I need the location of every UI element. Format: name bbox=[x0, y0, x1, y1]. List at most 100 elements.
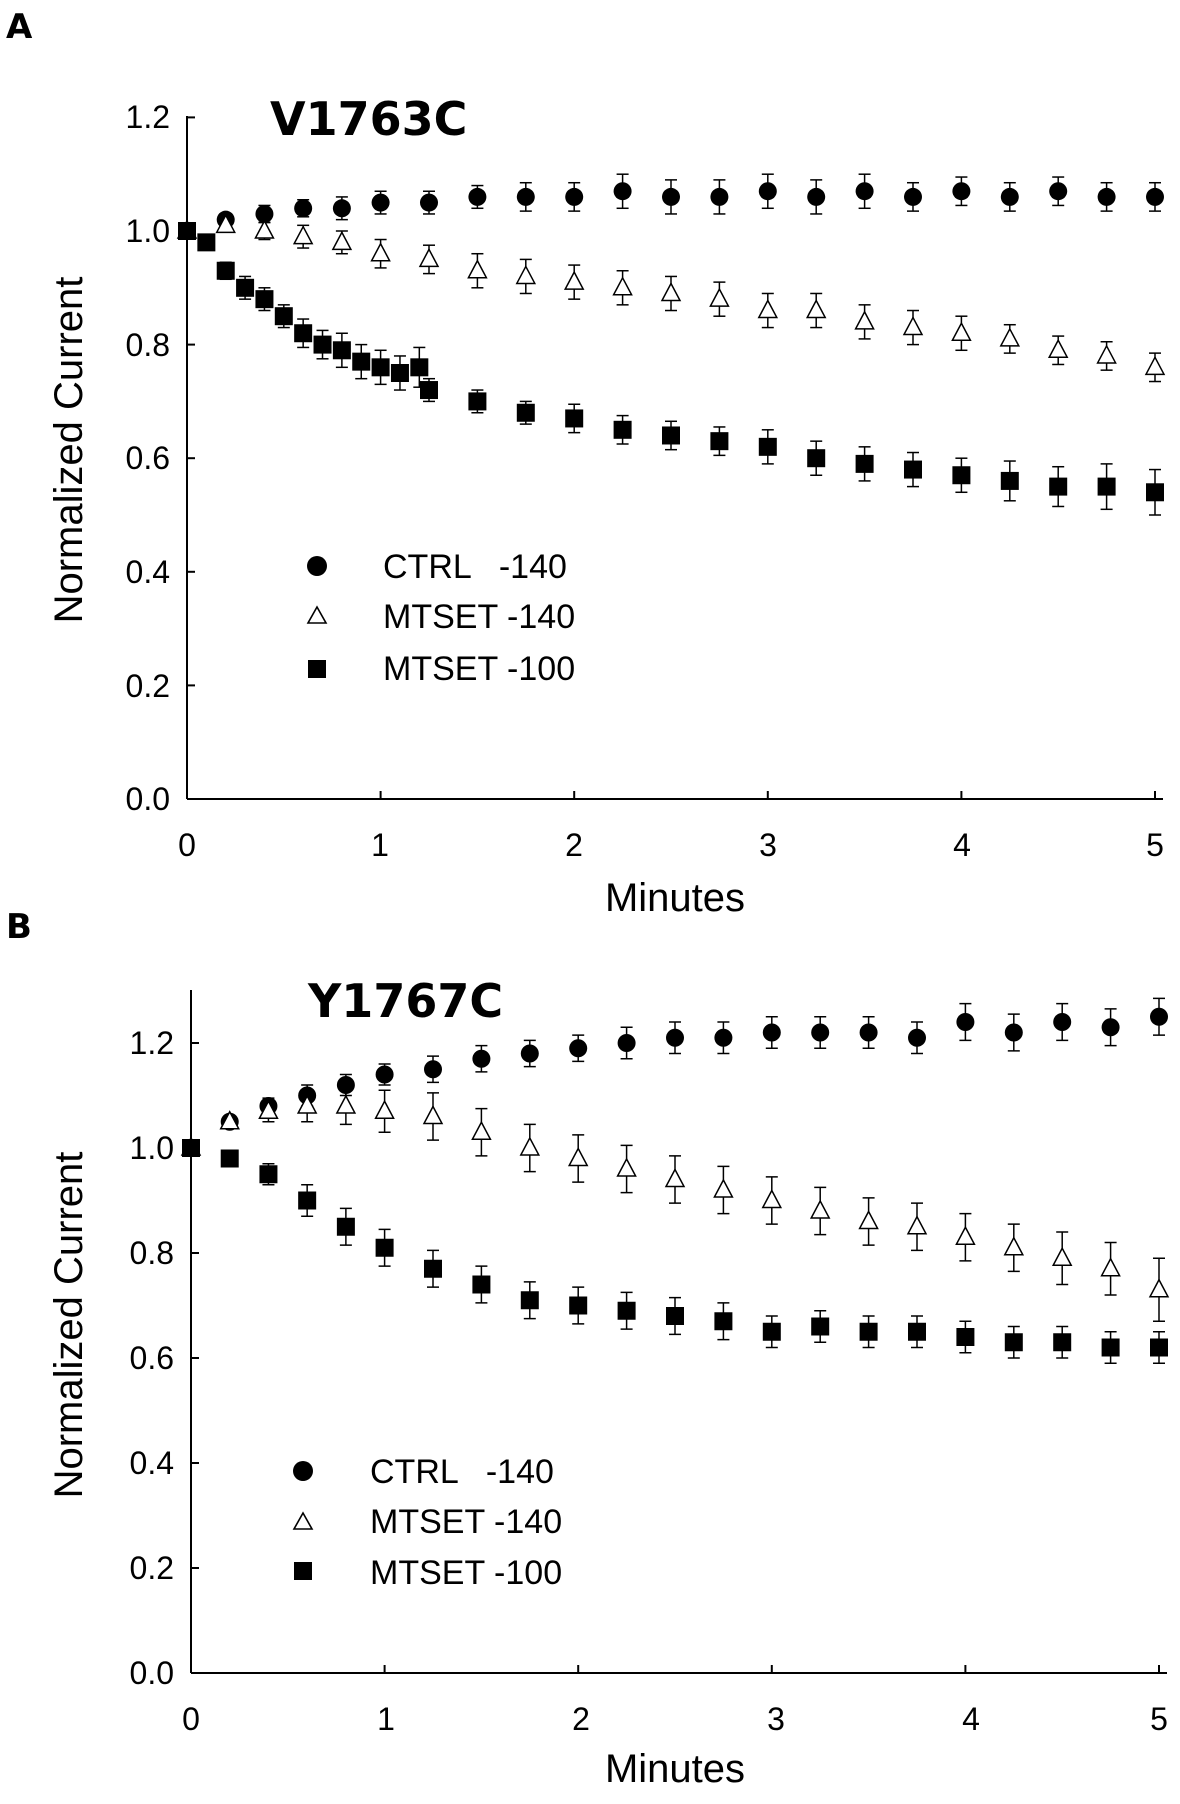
panel-b-ticks bbox=[190, 1042, 1160, 1674]
square-series-point bbox=[182, 1139, 200, 1157]
triangle-series-point bbox=[215, 213, 236, 234]
square-series-point bbox=[1146, 483, 1164, 502]
triangle-series-point bbox=[1100, 1257, 1121, 1277]
square-series-point bbox=[352, 352, 371, 371]
circle-series-point bbox=[662, 187, 680, 206]
panel-a-ytick-label: 1.0 bbox=[126, 213, 170, 249]
legend-circle-marker bbox=[307, 556, 327, 576]
triangle-series-point bbox=[335, 1094, 357, 1114]
panel-a-title: V1763C bbox=[270, 92, 467, 146]
circle-series-point bbox=[420, 193, 438, 212]
square-series-point bbox=[904, 460, 922, 479]
square-series-point bbox=[375, 1238, 394, 1257]
square-series-point bbox=[178, 222, 196, 240]
triangle-series-point bbox=[616, 1157, 637, 1177]
circle-series-point bbox=[956, 1013, 975, 1031]
triangle-series-point bbox=[902, 315, 924, 336]
triangle-series-point bbox=[254, 219, 275, 239]
panel-b: B Y1767C Normalized Current Minutes 0.0 … bbox=[6, 907, 1170, 1791]
panel-b-xtick-label: 3 bbox=[767, 1701, 785, 1737]
square-series-point bbox=[420, 381, 438, 400]
square-series-point bbox=[259, 1165, 278, 1184]
triangle-series-point bbox=[999, 327, 1021, 347]
triangle-series-point bbox=[955, 1225, 976, 1245]
panel-b-legend: CTRL -140 MTSET -140 MTSET -100 bbox=[292, 1453, 562, 1592]
panel-a: A V1763C Normalized Current Minutes 0.0 … bbox=[6, 7, 1166, 920]
square-series-point bbox=[569, 1296, 588, 1315]
square-series-point bbox=[956, 1328, 975, 1346]
square-series-point bbox=[274, 307, 293, 326]
square-series-point bbox=[714, 1312, 733, 1331]
panel-b-y-axis-title: Normalized Current bbox=[47, 1152, 91, 1499]
circle-series-point bbox=[1000, 187, 1019, 206]
circle-series-point bbox=[904, 187, 922, 206]
legend-square-marker bbox=[308, 660, 326, 678]
circle-series-point bbox=[1097, 187, 1116, 206]
square-series-point bbox=[255, 290, 274, 309]
square-series-point bbox=[294, 324, 313, 343]
legend-label: CTRL -140 bbox=[383, 548, 567, 586]
triangle-series-point bbox=[258, 1099, 279, 1119]
triangle-series-point bbox=[761, 1188, 783, 1209]
triangle-series-point bbox=[713, 1178, 734, 1198]
circle-series-point bbox=[1101, 1018, 1120, 1037]
triangle-series-point bbox=[858, 1209, 879, 1230]
square-series-point bbox=[908, 1322, 926, 1341]
triangle-series-point bbox=[951, 321, 972, 341]
circle-series-point bbox=[908, 1028, 926, 1047]
triangle-series-point bbox=[1047, 338, 1069, 359]
circle-series-point bbox=[255, 204, 274, 223]
panel-a-xtick-label: 4 bbox=[953, 827, 971, 863]
panel-b-ytick-label: 0.2 bbox=[130, 1550, 174, 1586]
circle-series-point bbox=[710, 187, 729, 206]
square-series-point bbox=[617, 1301, 636, 1320]
square-series-point bbox=[1101, 1338, 1120, 1357]
triangle-series-point bbox=[1148, 1278, 1170, 1298]
triangle-series-point bbox=[331, 230, 353, 251]
circle-series-point bbox=[520, 1044, 539, 1063]
panel-b-data bbox=[180, 997, 1170, 1364]
triangle-series-point bbox=[374, 1099, 395, 1119]
triangle-series-point bbox=[471, 1120, 492, 1140]
square-series-point bbox=[1049, 477, 1068, 496]
triangle-series-point bbox=[1096, 344, 1117, 364]
triangle-series-point bbox=[709, 287, 730, 307]
square-series-point bbox=[216, 261, 235, 280]
panel-b-ytick-label: 0.4 bbox=[130, 1445, 174, 1481]
panel-a-xtick-label: 5 bbox=[1146, 827, 1164, 863]
circle-series-point bbox=[375, 1065, 394, 1084]
square-series-point bbox=[390, 364, 409, 382]
triangle-series-point bbox=[418, 247, 440, 268]
panel-b-ytick-label: 1.2 bbox=[130, 1025, 174, 1061]
triangle-series-point bbox=[219, 1110, 240, 1130]
circle-series-point bbox=[617, 1034, 636, 1052]
square-series-point bbox=[371, 358, 390, 377]
circle-series-point bbox=[472, 1049, 491, 1068]
square-series-point bbox=[468, 392, 487, 411]
triangle-series-point bbox=[467, 259, 488, 279]
square-series-point bbox=[662, 426, 680, 445]
triangle-series-point bbox=[563, 270, 585, 290]
circle-series-point bbox=[565, 187, 584, 206]
square-series-point bbox=[1004, 1333, 1023, 1352]
square-series-point bbox=[472, 1275, 491, 1294]
panel-a-xtick-label: 2 bbox=[565, 827, 583, 863]
panel-b-xtick-label: 2 bbox=[572, 1701, 590, 1737]
triangle-series-point bbox=[1051, 1246, 1073, 1266]
panel-b-x-axis-title: Minutes bbox=[605, 1747, 745, 1791]
legend-label: MTSET -100 bbox=[370, 1554, 562, 1592]
panel-b-ytick-label: 0.6 bbox=[130, 1340, 174, 1376]
square-series-point bbox=[807, 449, 826, 468]
circle-series-point bbox=[811, 1023, 830, 1042]
square-series-point bbox=[855, 454, 874, 473]
legend-label: MTSET -140 bbox=[370, 1503, 562, 1541]
panel-a-data bbox=[176, 173, 1166, 516]
square-series-point bbox=[220, 1149, 239, 1168]
square-series-point bbox=[710, 432, 729, 451]
square-series-point bbox=[520, 1291, 539, 1310]
legend-label: MTSET -140 bbox=[383, 598, 575, 636]
triangle-series-point bbox=[292, 225, 314, 245]
triangle-series-point bbox=[519, 1136, 541, 1156]
circle-series-point bbox=[855, 182, 874, 201]
panel-b-ytick-label: 0.0 bbox=[130, 1655, 174, 1691]
